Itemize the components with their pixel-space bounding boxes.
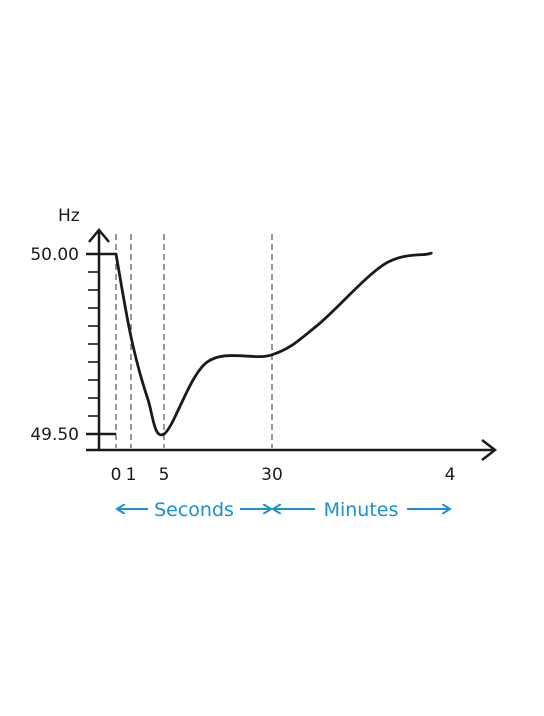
minutes-span: Minutes: [273, 499, 450, 521]
x-tick-label-30: 30: [261, 465, 283, 485]
x-axis-arrowhead: [481, 439, 498, 461]
y-axis-ticks: [86, 252, 116, 436]
x-tick-label-0: 0: [111, 465, 122, 485]
y-axis-arrowhead: [88, 228, 110, 243]
x-tick-label-5: 5: [159, 465, 170, 485]
y-tick-label-bottom: 49.50: [30, 425, 79, 445]
seconds-span-label: Seconds: [154, 499, 234, 521]
y-tick-label-top: 50.00: [30, 245, 79, 265]
seconds-span: Seconds: [117, 499, 271, 521]
frequency-curve: [114, 251, 433, 437]
axes: [86, 228, 498, 461]
x-tick-label-1: 1: [126, 465, 137, 485]
x-tick-label-4: 4: [445, 465, 456, 485]
minutes-span-label: Minutes: [324, 499, 399, 521]
y-axis-unit-label: Hz: [58, 206, 80, 226]
reference-lines: [115, 234, 273, 448]
